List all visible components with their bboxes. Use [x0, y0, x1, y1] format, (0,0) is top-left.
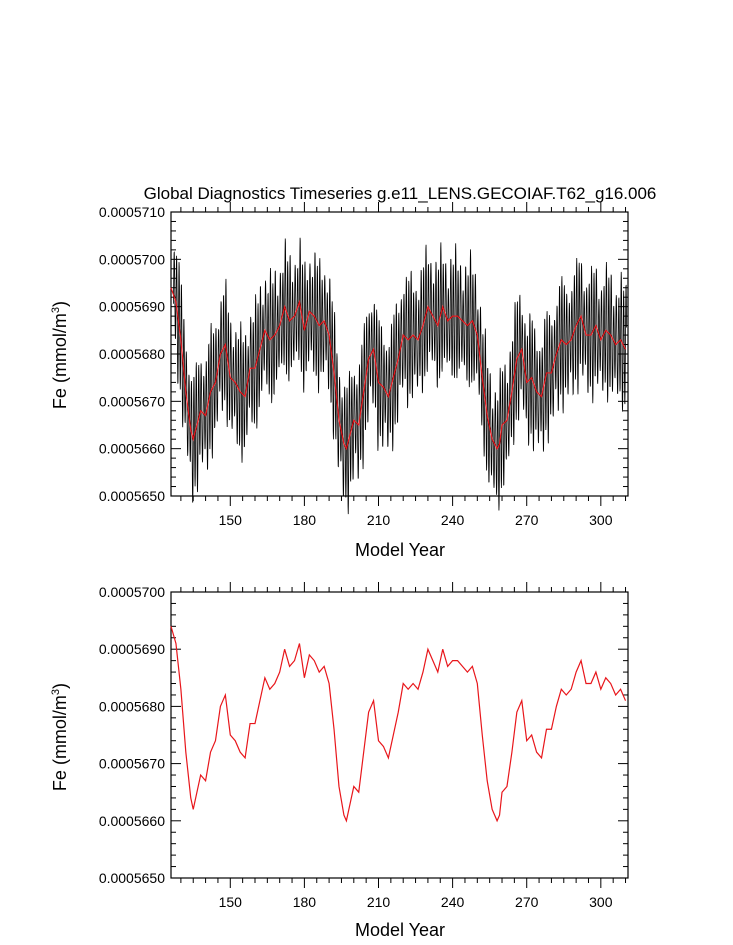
y-tick-label: 0.0005710 — [99, 204, 165, 220]
y-axis-label: Fe (mmol/m3) — [50, 683, 70, 791]
x-tick-label: 180 — [293, 512, 317, 528]
y-tick-label: 0.0005650 — [99, 870, 165, 886]
y-tick-label: 0.0005660 — [99, 813, 165, 829]
x-tick-label: 270 — [515, 894, 539, 910]
bottom-plot-area: 0.0005650 0.0005660 0.0005670 0.0005680 0.00… — [99, 582, 629, 910]
x-tick-label: 150 — [219, 512, 243, 528]
x-tick-label: 270 — [515, 512, 539, 528]
x-tick-label: 300 — [589, 512, 613, 528]
y-tick-label: 0.0005670 — [99, 756, 165, 772]
x-tick-label: 210 — [367, 894, 391, 910]
x-tick-label: 240 — [441, 512, 465, 528]
y-axis-label-close: ) — [50, 683, 70, 689]
x-tick-label: 150 — [219, 894, 243, 910]
y-tick-label: 0.0005690 — [99, 299, 165, 315]
y-axis-label-sup: 3 — [50, 689, 62, 695]
y-axis-label-sup: 3 — [50, 307, 62, 313]
series-line-monthly — [173, 237, 627, 515]
y-tick-label: 0.0005660 — [99, 441, 165, 457]
series-line-annual-mean — [170, 287, 627, 451]
y-axis-label-main: Fe (mmol/m — [50, 313, 70, 409]
x-tick-label: 210 — [367, 512, 391, 528]
y-tick-label: 0.0005690 — [99, 641, 165, 657]
y-axis-label-close: ) — [50, 301, 70, 307]
x-axis-label: Model Year — [355, 540, 445, 560]
top-panel: Global Diagnostics Timeseries g.e11_LENS… — [50, 184, 656, 560]
x-axis-label: Model Year — [355, 920, 445, 940]
y-tick-label: 0.0005700 — [99, 584, 165, 600]
y-tick-label: 0.0005680 — [99, 346, 165, 362]
y-tick-label: 0.0005670 — [99, 393, 165, 409]
chart-title: Global Diagnostics Timeseries g.e11_LENS… — [144, 184, 657, 203]
y-axis-label-main: Fe (mmol/m — [50, 695, 70, 791]
plot-frame — [170, 591, 629, 879]
x-tick-label: 300 — [589, 894, 613, 910]
x-tick-label: 240 — [441, 894, 465, 910]
y-tick-label: 0.0005650 — [99, 488, 165, 504]
top-plot-area: 0.0005650 0.0005660 0.0005670 0.0005680 0.00… — [99, 202, 629, 528]
y-tick-label: 0.0005700 — [99, 251, 165, 267]
series-line-annual-mean — [170, 626, 627, 823]
y-tick-label: 0.0005680 — [99, 698, 165, 714]
y-axis-label: Fe (mmol/m3) — [50, 301, 70, 409]
bottom-panel: 0.0005650 0.0005660 0.0005670 0.0005680 0.00… — [50, 582, 629, 940]
x-tick-label: 180 — [293, 894, 317, 910]
